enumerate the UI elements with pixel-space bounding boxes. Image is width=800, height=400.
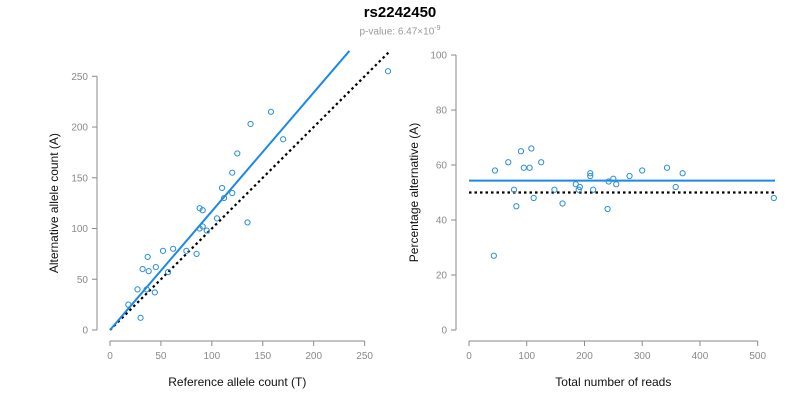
chart-subtitle: p-value: 6.47×10-9 [0,25,800,37]
x-tick-label: 150 [254,351,271,362]
reference-line [109,50,391,331]
data-point [613,181,620,188]
data-point [143,286,150,293]
x-tick-label: 100 [204,351,221,362]
chart-title: rs2242450 [363,4,437,21]
data-point [203,227,210,234]
data-point [510,186,518,193]
data-point [526,164,533,171]
x-tick-label: 500 [749,351,766,362]
data-point [213,215,221,222]
y-tick-label: 100 [71,224,88,235]
y-tick-label: 80 [436,106,448,117]
data-point [229,169,236,176]
percentage-alternative-scatter-plot: 0 100 200 300 400 500 0 20 40 60 80 100 Total number… [407,51,777,389]
data-point [384,68,392,75]
x-tick-label: 300 [634,351,651,362]
data-point [234,150,241,157]
data-point [151,289,158,296]
fit-line [109,50,351,331]
data-point [626,172,633,180]
data-point [770,194,777,202]
x-tick-label: 50 [155,351,167,362]
data-point [663,164,671,171]
data-point [199,223,206,230]
y-tick-label: 150 [71,173,88,184]
data-point [528,145,535,152]
data-point [267,108,275,115]
data-point [220,194,228,202]
y-tick-label: 40 [436,216,448,227]
data-point [125,301,132,308]
data-point [517,148,525,155]
data-point [679,170,686,177]
data-point [587,172,594,180]
data-point [170,245,177,252]
data-point [193,250,200,257]
data-point [134,286,141,293]
data-point [672,183,679,191]
y-tick-label: 0 [82,326,88,337]
y-tick-label: 20 [436,271,448,282]
data-point [576,183,583,191]
data-point [183,247,190,254]
y-tick-label: 0 [441,326,447,337]
x-tick-label: 200 [576,351,593,362]
data-point [491,167,499,174]
x-tick-label: 250 [356,351,373,362]
x-tick-label: 0 [107,351,113,362]
data-point [610,175,617,182]
subtitle-prefix: p-value: 6.47×10 [359,26,435,38]
y-tick-label: 100 [430,51,447,62]
data-point [159,247,167,254]
data-point [196,225,203,232]
data-point [604,205,611,213]
data-point [244,219,251,226]
data-point [145,268,152,275]
data-point [513,203,520,210]
data-point [590,186,597,193]
x-axis-title: Reference allele count (T) [168,375,306,389]
y-tick-label: 60 [436,161,448,172]
data-point [139,266,146,273]
data-point [164,269,172,276]
data-point [152,263,159,271]
data-point [559,200,566,207]
data-point [572,181,579,188]
data-point [575,186,582,193]
data-point [530,194,537,202]
x-axis-title: Total number of reads [555,375,671,389]
data-point [199,207,206,214]
data-point [144,253,151,261]
y-tick-label: 250 [71,72,88,83]
data-point [605,178,612,185]
data-point [280,136,287,143]
subtitle-exponent: -9 [434,25,441,32]
x-tick-label: 400 [692,351,709,362]
x-tick-label: 200 [305,351,322,362]
data-point [520,164,527,171]
data-point [137,314,144,321]
data-point [505,159,512,166]
allele-count-scatter-plot: 0 50 100 150 200 250 0 50 100 150 200 250 Reference … [47,50,392,389]
y-tick-label: 50 [77,275,89,286]
x-tick-label: 100 [518,351,535,362]
y-tick-label: 200 [71,123,88,134]
data-point [551,186,558,193]
data-point [247,120,254,128]
y-axis-title: Alternative allele count (A) [47,133,61,273]
data-point [490,252,497,259]
data-point [229,189,236,197]
y-axis-title: Percentage alternative (A) [407,123,421,262]
data-point [587,170,594,177]
x-tick-label: 0 [466,351,472,362]
data-point [538,159,545,166]
data-point [639,167,646,174]
data-point [218,184,226,192]
data-point [196,205,203,212]
